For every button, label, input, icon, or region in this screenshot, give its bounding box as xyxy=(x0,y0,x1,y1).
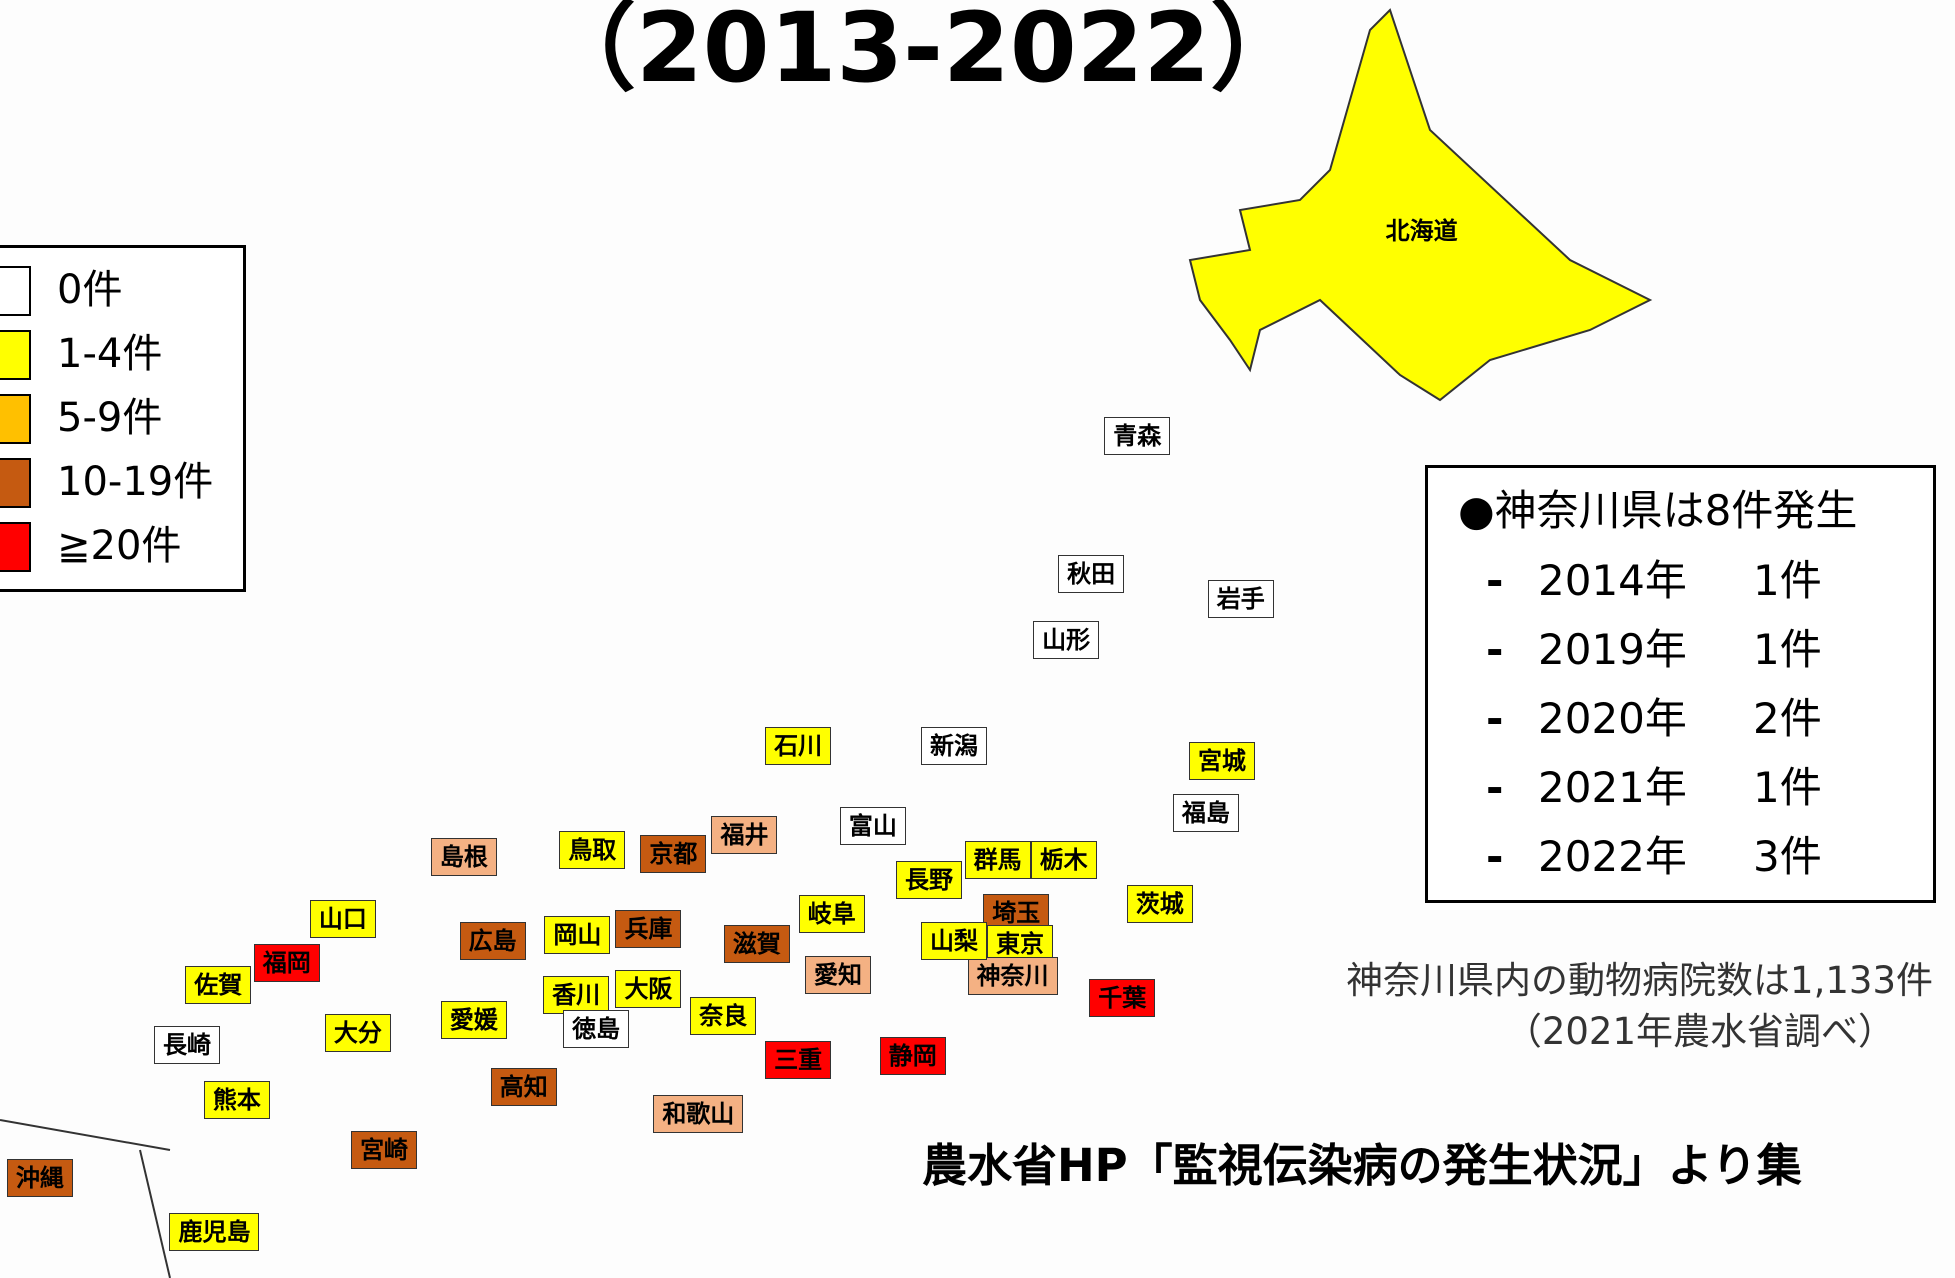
row-count: 3件 xyxy=(1753,832,1822,881)
prefecture-label: 長野 xyxy=(896,861,962,900)
prefecture-label: 福岡 xyxy=(253,943,320,982)
prefecture-label: 兵庫 xyxy=(615,910,682,948)
prefecture-label: 高知 xyxy=(490,1068,557,1107)
row-marker: - xyxy=(1486,763,1504,812)
row-count: 1件 xyxy=(1753,763,1822,812)
source: 農水省HP「監視伝染病の発生状況」より集 xyxy=(922,1139,1802,1192)
legend-swatch xyxy=(0,266,31,316)
prefecture-label: 香川 xyxy=(543,976,610,1015)
hokkaido-shape xyxy=(1188,8,1653,402)
info-heading: ●神奈川県は8件発生 xyxy=(1458,486,1858,535)
legend-swatch xyxy=(0,522,31,572)
prefecture-label: 宮城 xyxy=(1189,741,1256,780)
prefecture-label: 東京 xyxy=(987,924,1054,963)
prefecture-label: 大分 xyxy=(324,1013,391,1052)
row-marker: - xyxy=(1486,556,1504,605)
prefecture-label: 鳥取 xyxy=(559,831,626,870)
note: （2021年農水省調べ） xyxy=(1504,1010,1895,1053)
prefecture-label: 茨城 xyxy=(1126,885,1193,924)
row-year: 2020年 xyxy=(1538,694,1687,743)
legend-swatch xyxy=(0,458,31,508)
prefecture-label: 愛知 xyxy=(804,956,871,995)
legend-label: ≧20件 xyxy=(57,523,182,569)
prefecture-label: 栃木 xyxy=(1030,841,1097,880)
legend-label: 5-9件 xyxy=(57,395,163,441)
prefecture-label: 石川 xyxy=(765,726,832,765)
legend-label: 0件 xyxy=(57,267,123,313)
prefecture-label: 福井 xyxy=(711,816,778,855)
prefecture-label: 沖縄 xyxy=(6,1159,73,1198)
prefecture-label: 愛媛 xyxy=(440,1001,507,1040)
prefecture-label: 山口 xyxy=(309,900,376,939)
divider xyxy=(0,1119,171,1151)
legend-label: 10-19件 xyxy=(57,459,214,505)
prefecture-label: 広島 xyxy=(459,922,526,961)
legend-swatch xyxy=(0,394,31,444)
prefecture-label: 滋賀 xyxy=(723,924,790,963)
row-count: 1件 xyxy=(1753,625,1822,674)
prefecture-label: 青森 xyxy=(1104,417,1171,456)
prefecture-label: 三重 xyxy=(765,1040,832,1079)
row-year: 2021年 xyxy=(1538,763,1687,812)
prefecture-label: 徳島 xyxy=(563,1009,630,1048)
prefecture-label: 奈良 xyxy=(690,997,757,1036)
prefecture-label: 岡山 xyxy=(544,916,611,955)
legend-label: 1-4件 xyxy=(57,331,163,377)
row-marker: - xyxy=(1486,832,1504,881)
info-box: ●神奈川県は8件発生 -2014年 1件 -2019年 1件 -2020年 2件 -2021年… xyxy=(1425,465,1936,903)
prefecture-label: 秋田 xyxy=(1058,554,1125,593)
prefecture-label: 大阪 xyxy=(615,969,682,1008)
row-year: 2019年 xyxy=(1538,625,1687,674)
prefecture-label: 新潟 xyxy=(920,726,987,765)
prefecture-label: 和歌山 xyxy=(653,1094,744,1133)
prefecture-label: 千葉 xyxy=(1089,978,1156,1017)
prefecture-label: 北海道 xyxy=(1385,216,1458,245)
prefecture-label: 佐賀 xyxy=(185,966,252,1005)
legend-swatch xyxy=(0,330,31,380)
prefecture-label: 岩手 xyxy=(1207,579,1274,618)
legend: 0件 1-4件 5-9件 10-19件 ≧20件 xyxy=(0,245,246,592)
prefecture-label: 鹿児島 xyxy=(169,1213,260,1252)
note: 神奈川県内の動物病院数は1,133件 xyxy=(1346,959,1933,1002)
prefecture-label: 山梨 xyxy=(920,922,987,961)
prefecture-label: 島根 xyxy=(430,837,497,876)
row-year: 2022年 xyxy=(1538,832,1687,881)
prefecture-label: 群馬 xyxy=(964,841,1031,880)
prefecture-label: 岐阜 xyxy=(798,895,865,934)
title: （2013-2022） xyxy=(540,0,1307,104)
prefecture-label: 長崎 xyxy=(154,1025,221,1064)
row-count: 1件 xyxy=(1753,556,1822,605)
prefecture-label: 熊本 xyxy=(203,1080,270,1119)
prefecture-label: 福島 xyxy=(1172,794,1239,833)
row-year: 2014年 xyxy=(1538,556,1687,605)
prefecture-label: 神奈川 xyxy=(967,957,1058,996)
divider xyxy=(139,1149,171,1278)
row-marker: - xyxy=(1486,694,1504,743)
prefecture-label: 富山 xyxy=(839,806,906,845)
prefecture-label: 京都 xyxy=(640,835,707,874)
prefecture-label: 静岡 xyxy=(879,1037,946,1076)
row-count: 2件 xyxy=(1753,694,1822,743)
prefecture-label: 宮崎 xyxy=(351,1130,418,1169)
prefecture-label: 埼玉 xyxy=(983,893,1050,932)
prefecture-label: 山形 xyxy=(1033,620,1100,659)
row-marker: - xyxy=(1486,625,1504,674)
